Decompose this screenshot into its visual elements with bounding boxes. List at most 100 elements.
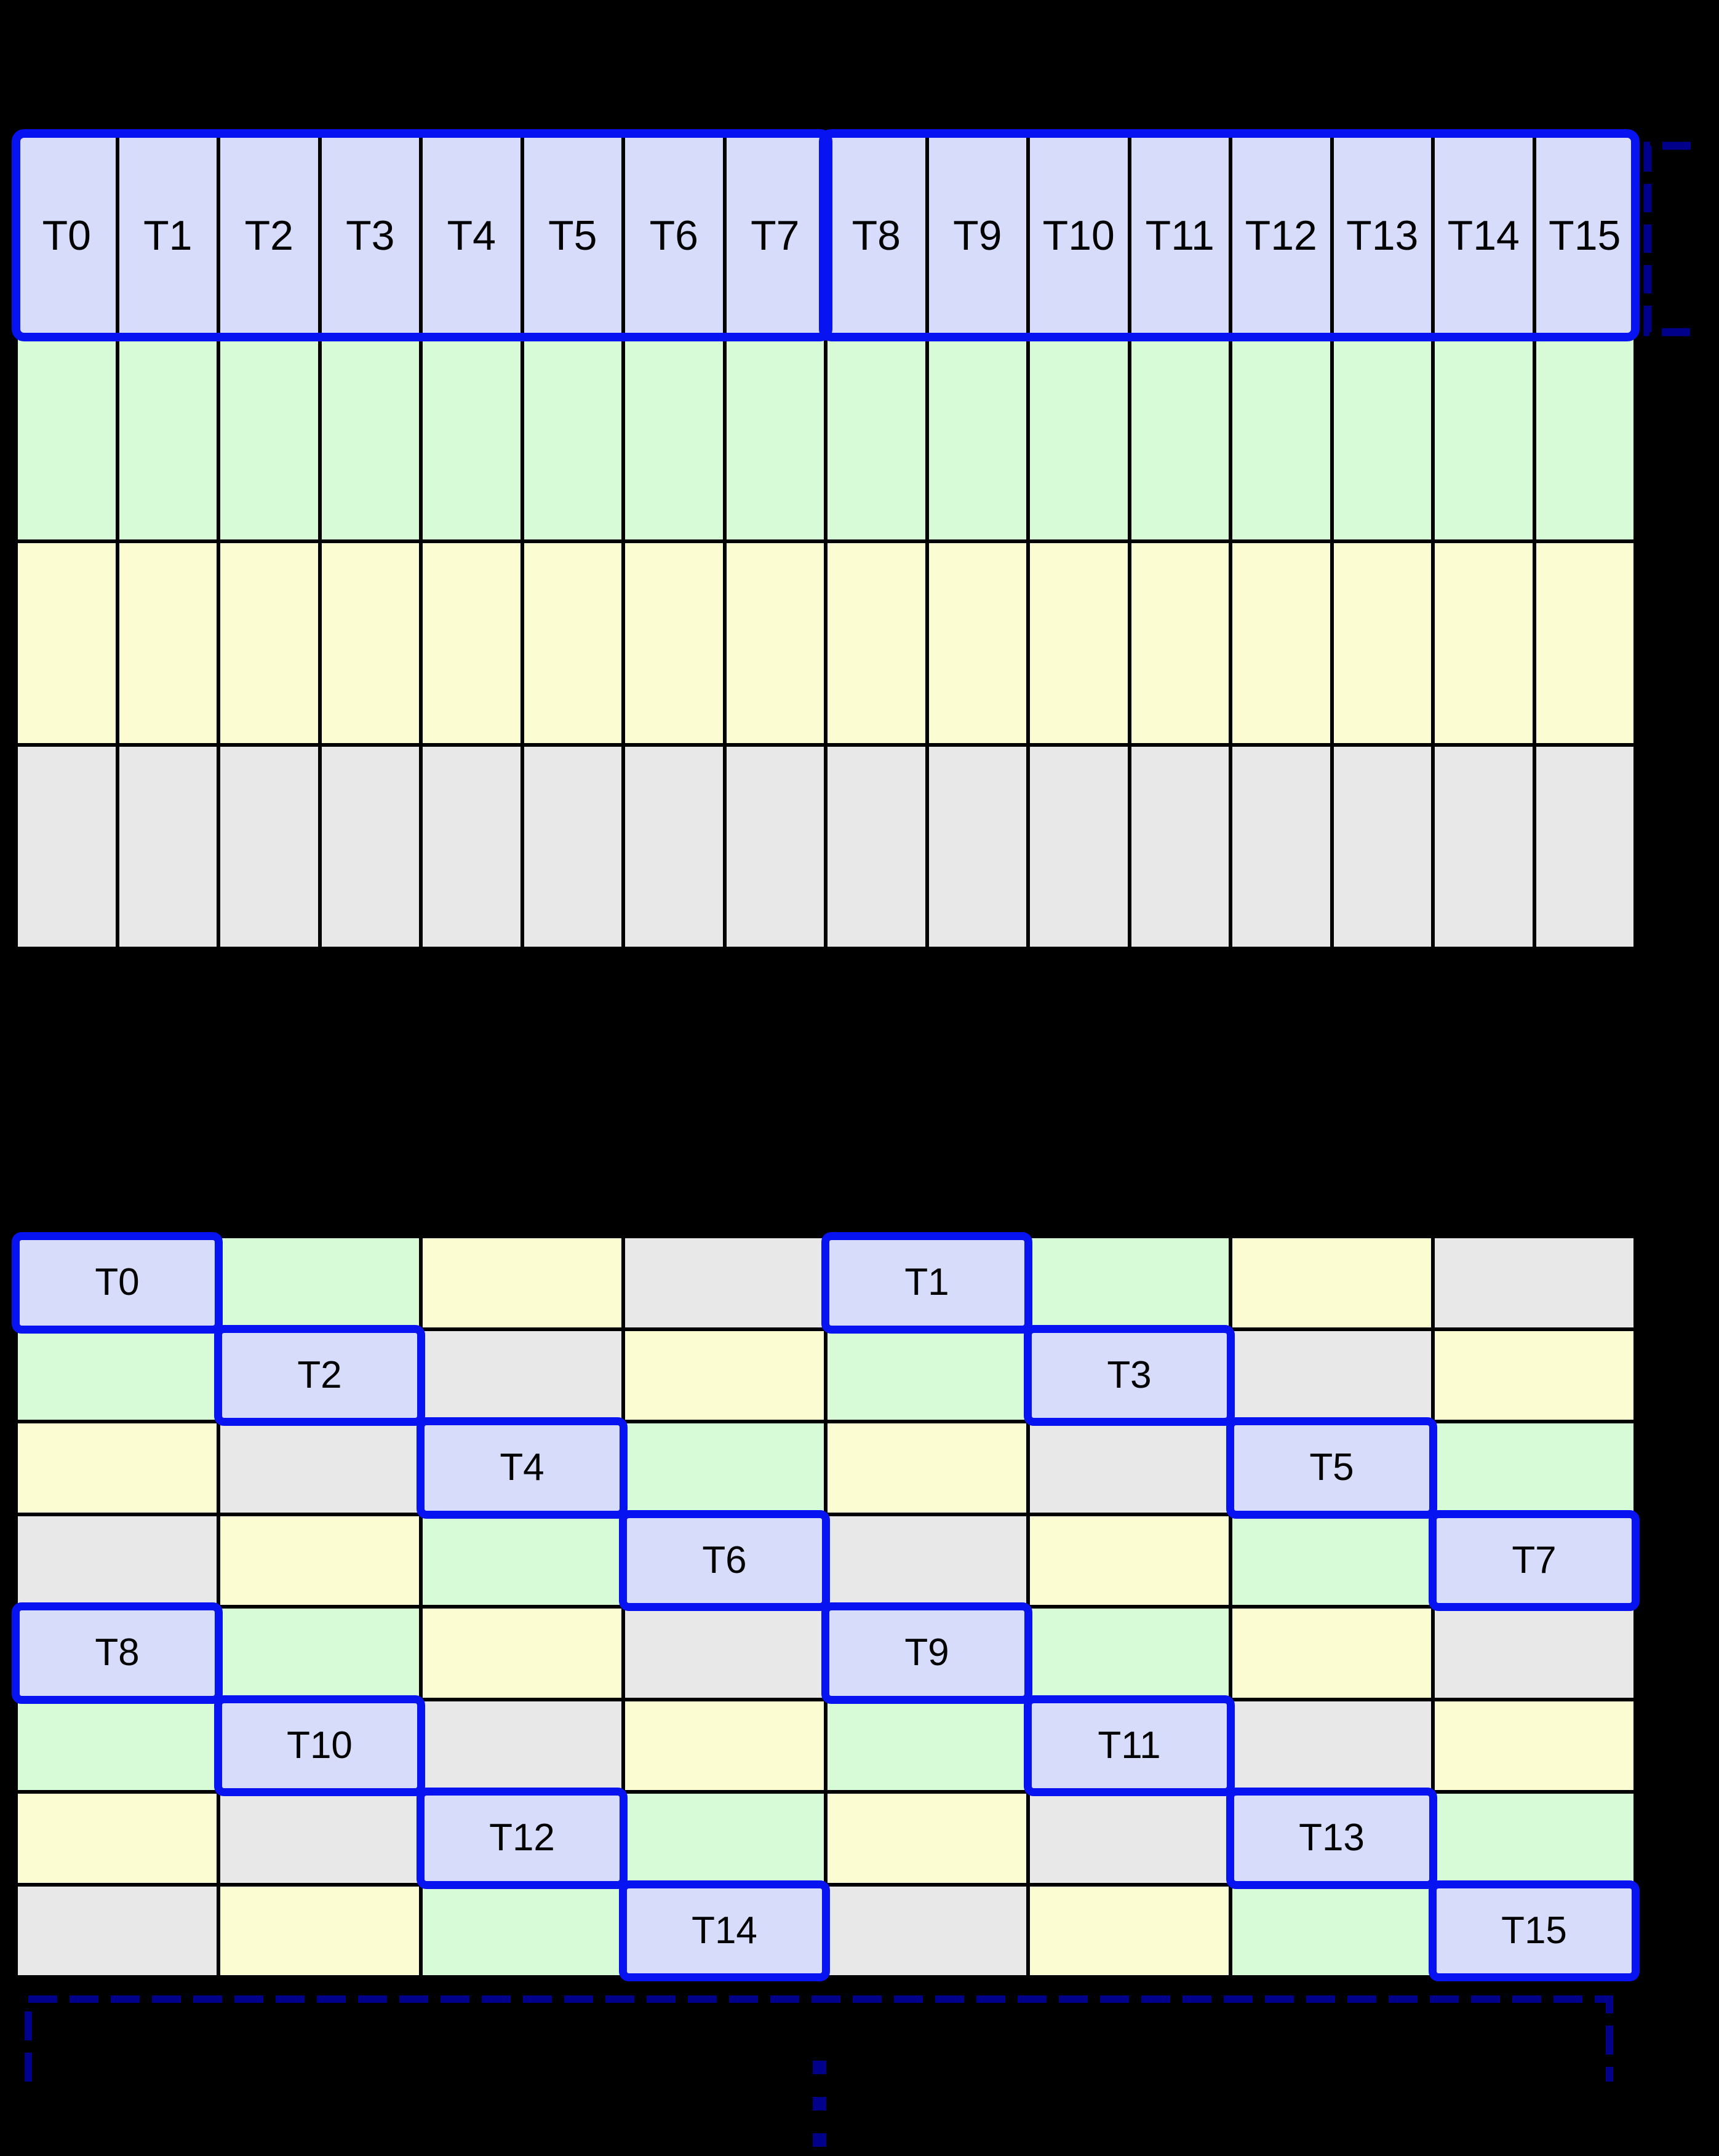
swizzled-cell <box>220 1238 419 1327</box>
memory-cell <box>1333 339 1431 539</box>
thread-label: T15 <box>1549 212 1621 259</box>
thread-label: T1 <box>143 212 193 259</box>
thread-label: T7 <box>751 212 800 259</box>
thread-box-T9: T9 <box>821 1602 1032 1704</box>
memory-cell <box>321 543 419 743</box>
memory-cell <box>1333 543 1431 743</box>
swizzled-cell <box>1232 1331 1431 1420</box>
memory-cell <box>1435 746 1533 947</box>
top-thread-cell-T6: T6 <box>625 135 723 336</box>
swizzled-cell <box>220 1423 419 1513</box>
swizzled-cell <box>1232 1516 1431 1605</box>
thread-box-T6: T6 <box>619 1510 830 1611</box>
top-thread-cell-T2: T2 <box>220 135 318 336</box>
swizzled-cell <box>220 1794 419 1883</box>
swizzled-cell <box>423 1886 621 1975</box>
swizzled-cell <box>1435 1886 1633 1975</box>
thread-label: T3 <box>1107 1353 1152 1396</box>
thread-label: T2 <box>244 212 293 259</box>
thread-label: T0 <box>95 1261 140 1304</box>
swizzled-cell <box>220 1331 419 1420</box>
swizzled-cell <box>1435 1609 1633 1698</box>
swizzled-cell <box>1435 1238 1633 1327</box>
memory-cell <box>423 746 520 947</box>
swizzled-cell <box>18 1331 217 1420</box>
swizzled-cell <box>18 1886 217 1975</box>
top-thread-cell-T1: T1 <box>119 135 217 336</box>
memory-cell <box>18 543 116 743</box>
thread-label: T1 <box>904 1261 949 1304</box>
swizzled-cell <box>828 1516 1026 1605</box>
memory-cell <box>828 543 925 743</box>
continuation-brace <box>25 1995 1613 2082</box>
swizzled-cell <box>1030 1423 1229 1513</box>
top-thread-cell-T4: T4 <box>423 135 520 336</box>
swizzled-cell <box>1030 1701 1229 1790</box>
memory-cell <box>423 543 520 743</box>
memory-cell <box>1536 339 1633 539</box>
memory-cell <box>726 746 824 947</box>
memory-cell <box>1232 543 1330 743</box>
top-thread-cell-T9: T9 <box>928 135 1026 336</box>
swizzled-cell <box>423 1238 621 1327</box>
memory-cell <box>220 339 318 539</box>
swizzled-cell <box>1232 1794 1431 1883</box>
swizzled-cell <box>625 1701 824 1790</box>
memory-cell <box>625 543 723 743</box>
swizzled-cell <box>423 1701 621 1790</box>
thread-label: T8 <box>95 1631 140 1674</box>
thread-label: T5 <box>548 212 597 259</box>
swizzled-cell <box>220 1701 419 1790</box>
thread-label: T8 <box>852 212 901 259</box>
swizzled-cell <box>423 1794 621 1883</box>
swizzled-cell <box>423 1423 621 1513</box>
swizzled-cell <box>1232 1238 1431 1327</box>
swizzled-cell <box>18 1238 217 1327</box>
memory-cell <box>928 339 1026 539</box>
swizzled-cell <box>1030 1331 1229 1420</box>
memory-cell <box>1435 339 1533 539</box>
memory-cell <box>1536 543 1633 743</box>
swizzled-cell <box>18 1794 217 1883</box>
thread-box-T15: T15 <box>1429 1880 1640 1981</box>
thread-box-T11: T11 <box>1024 1695 1235 1796</box>
memory-cell <box>928 746 1026 947</box>
thread-box-T12: T12 <box>417 1788 628 1889</box>
top-thread-cell-T7: T7 <box>726 135 824 336</box>
swizzled-cell <box>828 1609 1026 1698</box>
thread-box-T14: T14 <box>619 1880 830 1981</box>
memory-cell <box>1030 339 1128 539</box>
thread-label: T12 <box>1245 212 1317 259</box>
memory-cell <box>524 543 621 743</box>
swizzled-cell <box>1435 1331 1633 1420</box>
top-thread-cell-T13: T13 <box>1333 135 1431 336</box>
swizzled-cell <box>625 1331 824 1420</box>
memory-cell <box>119 339 217 539</box>
thread-label: T6 <box>702 1538 747 1581</box>
thread-box-T5: T5 <box>1226 1417 1437 1519</box>
memory-cell <box>726 543 824 743</box>
memory-cell <box>1131 339 1229 539</box>
swizzled-cell <box>828 1701 1026 1790</box>
memory-cell <box>1232 746 1330 947</box>
memory-cell <box>1030 746 1128 947</box>
swizzled-cell <box>1030 1886 1229 1975</box>
swizzled-cell <box>625 1609 824 1698</box>
swizzled-cell <box>1030 1609 1229 1698</box>
thread-label: T4 <box>447 212 496 259</box>
thread-label: T9 <box>953 212 1002 259</box>
ellipsis-dot <box>813 2097 826 2110</box>
memory-cell <box>220 746 318 947</box>
memory-cell <box>1435 543 1533 743</box>
memory-cell <box>321 746 419 947</box>
row-height-bracket <box>1643 141 1691 336</box>
swizzled-cell <box>625 1886 824 1975</box>
thread-box-T10: T10 <box>214 1695 425 1796</box>
swizzled-cell <box>1030 1238 1229 1327</box>
thread-box-T4: T4 <box>417 1417 628 1519</box>
thread-label: T9 <box>904 1631 949 1674</box>
thread-label: T2 <box>297 1353 342 1396</box>
swizzled-cell <box>625 1794 824 1883</box>
thread-box-T2: T2 <box>214 1324 425 1426</box>
memory-cell <box>423 339 520 539</box>
